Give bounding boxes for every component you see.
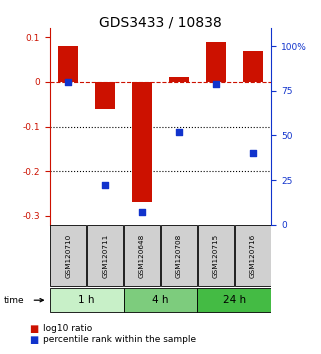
Bar [124,225,160,286]
Point [177,129,182,135]
Bar [58,46,78,82]
Text: GSM120711: GSM120711 [102,234,108,278]
Text: GSM120715: GSM120715 [213,234,219,278]
Text: GSM120716: GSM120716 [250,234,256,278]
Bar [124,288,197,312]
Text: 24 h: 24 h [223,295,246,305]
Bar [87,225,123,286]
Text: percentile rank within the sample: percentile rank within the sample [43,335,196,344]
Bar [206,42,226,82]
Text: ■: ■ [29,324,38,333]
Point [66,79,71,85]
Text: GDS3433 / 10838: GDS3433 / 10838 [99,16,222,30]
Bar [198,225,234,286]
Bar [132,82,152,202]
Point [102,183,108,188]
Text: log10 ratio: log10 ratio [43,324,92,333]
Text: ■: ■ [29,335,38,345]
Point [250,150,256,156]
Text: 1 h: 1 h [78,295,95,305]
Bar [50,225,86,286]
Bar [197,288,271,312]
Text: GSM120710: GSM120710 [65,234,71,278]
Text: GSM120648: GSM120648 [139,234,145,278]
Point [213,81,218,86]
Text: time: time [4,296,24,305]
Bar [243,51,263,82]
Text: 4 h: 4 h [152,295,169,305]
Bar [169,78,189,82]
Bar [161,225,197,286]
Bar [95,82,115,109]
Bar [50,288,124,312]
Point [140,210,145,215]
Bar [235,225,271,286]
Text: GSM120708: GSM120708 [176,234,182,278]
